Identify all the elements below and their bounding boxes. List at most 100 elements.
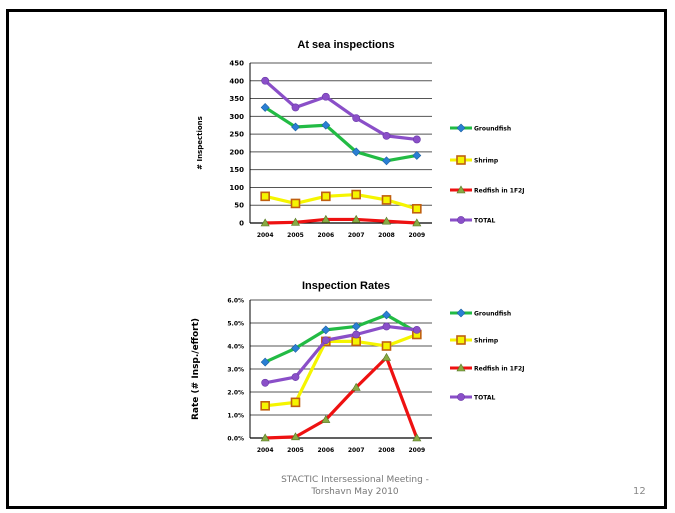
footer-line-2: Torshavn May 2010 [311, 487, 399, 497]
chart1-legend-label: Shrimp [474, 158, 499, 165]
chart1-series-redfish-in-1f2j-point [321, 214, 331, 223]
chart1-y-tick-label: 150 [229, 166, 244, 174]
chart1-series-redfish-in-1f2j-point [351, 214, 361, 223]
chart1-series-groundfish-point [291, 122, 300, 132]
chart2-series-shrimp-point [381, 341, 392, 351]
chart1-series-redfish-in-1f2j-point [290, 217, 301, 226]
chart2-series-redfish-in-1f2j-point [381, 352, 392, 361]
chart1-legend-marker [456, 185, 466, 194]
chart1-series-redfish-in-1f2j-point [381, 216, 392, 225]
chart2-series-shrimp-point [351, 336, 361, 347]
chart1-series-total-point [412, 135, 421, 144]
chart2-y-tick-label: 5.0% [227, 321, 244, 328]
chart2-x-tick-label: 2009 [408, 447, 425, 454]
chart1-y-tick-label: 400 [229, 77, 244, 85]
chart1-y-tick-label: 350 [229, 95, 244, 103]
chart1-series-groundfish-line [264, 106, 418, 163]
chart1-series-groundfish-point [382, 156, 391, 166]
chart2-series-total-point [321, 336, 330, 345]
chart2-x-tick-label: 2008 [378, 447, 395, 454]
chart2-series-shrimp-point [260, 400, 270, 411]
chart1-legend-marker [456, 155, 466, 165]
chart2-series-total-point [352, 330, 361, 339]
chart1-series-total-point [352, 114, 361, 123]
chart2-title: Inspection Rates [302, 280, 390, 292]
chart1-series-shrimp-line [264, 192, 418, 211]
chart1-series-total-point [321, 92, 330, 101]
chart1-series-shrimp-point [412, 203, 422, 214]
chart2-legend-label: Redfish in 1F2J [474, 366, 524, 373]
chart2-series-redfish-in-1f2j-point [260, 433, 270, 442]
chart1-y-tick-label: 50 [234, 202, 244, 210]
chart2-x-tick-label: 2006 [317, 447, 334, 454]
chart1-legend-label: Redfish in 1F2J [474, 188, 524, 195]
chart2-series-total-point [412, 325, 421, 334]
chart2-legend-marker [456, 335, 466, 345]
chart1-y-tick-label: 100 [229, 184, 244, 192]
chart2-series-groundfish-point [351, 322, 361, 331]
chart1-series-shrimp-point [260, 191, 270, 202]
chart2-x-tick-label: 2005 [287, 447, 304, 454]
chart1-y-axis-label: # Inspections [196, 116, 204, 170]
chart1-series-redfish-in-1f2j-line [265, 217, 417, 225]
chart1-x-tick-label: 2009 [408, 232, 425, 239]
chart2-series-total-point [382, 322, 391, 331]
chart2-legend-label: TOTAL [474, 395, 495, 402]
chart1-x-tick-label: 2008 [378, 232, 395, 239]
footer: STACTIC Intersessional Meeting - Torshav… [255, 474, 455, 498]
chart2-y-axis-label: Rate (# Insp./effort) [191, 318, 201, 420]
chart2-legend-marker [456, 363, 466, 372]
chart1-series-redfish-in-1f2j-point [260, 218, 270, 227]
chart1-series-groundfish-point [351, 147, 361, 157]
chart1-legend-label: TOTAL [474, 218, 495, 225]
chart1-y-tick-label: 300 [229, 113, 244, 121]
chart1-series-shrimp-point [321, 191, 331, 202]
chart1-title: At sea inspections [297, 39, 394, 51]
slide-frame [6, 9, 667, 509]
chart2-series-groundfish-point [321, 325, 331, 335]
chart2-series-redfish-in-1f2j-point [321, 414, 331, 423]
chart2-series-total-point [291, 373, 300, 381]
chart2-series-groundfish-point [260, 357, 270, 367]
chart1-x-tick-label: 2005 [287, 232, 304, 239]
chart2-y-tick-label: 4.0% [227, 344, 244, 351]
chart2-series-groundfish-point [291, 343, 300, 353]
chart2-series-shrimp-line [264, 333, 418, 408]
footer-line-1: STACTIC Intersessional Meeting - [281, 475, 429, 485]
chart2-series-groundfish-line [264, 313, 418, 364]
chart1-series-shrimp-point [381, 195, 392, 205]
chart2-legend-marker [457, 393, 465, 401]
chart1-series-total-point [291, 103, 300, 112]
chart1-legend-marker [457, 216, 465, 224]
chart1-legend-marker [456, 123, 466, 133]
chart2-x-tick-label: 2007 [348, 447, 365, 454]
chart2-y-tick-label: 6.0% [227, 298, 244, 305]
chart2-y-tick-label: 3.0% [227, 367, 244, 374]
chart2-legend-label: Shrimp [474, 338, 499, 345]
chart2-series-redfish-in-1f2j-point [290, 432, 301, 441]
chart1-series-groundfish-point [412, 151, 422, 160]
chart2-y-tick-label: 0.0% [227, 436, 244, 443]
chart2-series-total-line [264, 324, 418, 385]
chart2-y-tick-label: 2.0% [227, 390, 244, 397]
chart1-series-total-line [264, 79, 418, 142]
chart1-series-shrimp-point [351, 189, 361, 200]
chart1-x-tick-label: 2007 [348, 232, 365, 239]
chart1-legend-label: Groundfish [474, 126, 511, 133]
slide-number: 12 [633, 486, 646, 497]
chart1-y-tick-label: 200 [229, 148, 244, 156]
chart1-series-total-point [382, 131, 391, 140]
chart1-x-tick-label: 2006 [317, 232, 334, 239]
chart2-series-redfish-in-1f2j-point [351, 382, 361, 391]
chart2-series-total-point [261, 378, 270, 387]
chart2-series-redfish-in-1f2j-point [412, 433, 422, 442]
chart1-y-tick-label: 250 [229, 131, 244, 139]
chart1-series-groundfish-point [260, 103, 270, 112]
chart1-series-shrimp-point [290, 198, 301, 209]
chart2-legend-label: Groundfish [474, 311, 511, 318]
chart2-legend-marker [456, 308, 466, 318]
chart1-y-tick-label: 0 [239, 220, 244, 228]
chart2-series-groundfish-point [382, 310, 391, 320]
